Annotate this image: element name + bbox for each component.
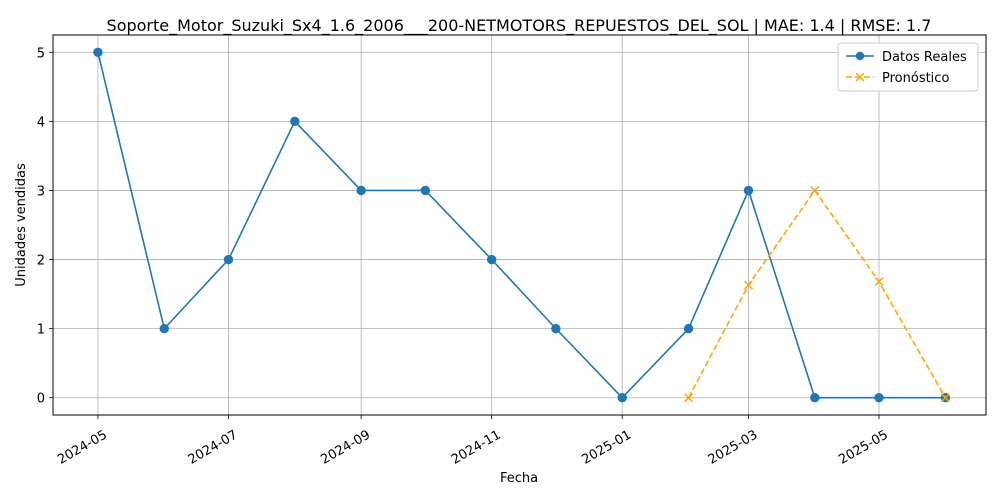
data-point bbox=[290, 116, 300, 127]
data-point bbox=[684, 393, 694, 403]
gridlines bbox=[53, 35, 986, 415]
data-point bbox=[683, 323, 694, 334]
data-point bbox=[743, 280, 754, 290]
x-tick-label: 2025-03 bbox=[706, 428, 761, 468]
y-axis-label: Unidades vendidas bbox=[14, 163, 29, 287]
x-tick-label: 2025-05 bbox=[836, 428, 891, 468]
x-tick-label: 2024-11 bbox=[449, 428, 504, 468]
plot-frame bbox=[52, 34, 987, 416]
legend: Datos Reales Pronóstico bbox=[837, 42, 979, 92]
series-actual bbox=[93, 47, 951, 403]
data-point bbox=[810, 185, 820, 195]
data-point bbox=[551, 323, 561, 334]
marker-stroke bbox=[810, 185, 820, 195]
data-point bbox=[617, 393, 627, 403]
series-line bbox=[97, 52, 946, 399]
data-point bbox=[420, 185, 431, 196]
data-point bbox=[810, 393, 820, 403]
data-point bbox=[223, 254, 234, 265]
marker-stroke bbox=[684, 393, 694, 403]
data-point bbox=[486, 254, 497, 265]
x-axis: 2024-05 2024-07 2024-09 2024-11 2025-01 2025-… bbox=[55, 415, 891, 468]
y-tick-label: 5 bbox=[37, 46, 45, 61]
y-tick-label: 2 bbox=[37, 254, 45, 269]
marker-stroke bbox=[940, 393, 950, 403]
y-axis: 0 1 2 3 4 5 bbox=[37, 46, 53, 407]
x-tick-label: 2024-05 bbox=[55, 428, 110, 468]
data-point bbox=[93, 47, 103, 57]
legend-box bbox=[837, 42, 979, 92]
plot-area bbox=[53, 35, 986, 415]
marker-stroke bbox=[874, 277, 884, 287]
chart-title: Soporte_Motor_Suzuki_Sx4_1.6_2006___200-… bbox=[107, 16, 932, 36]
x-tick-label: 2025-01 bbox=[580, 428, 635, 468]
y-tick-label: 3 bbox=[37, 184, 45, 199]
data-point bbox=[743, 185, 754, 196]
legend-marker bbox=[855, 51, 865, 61]
x-tick-label: 2024-09 bbox=[318, 428, 373, 468]
y-tick-label: 4 bbox=[37, 115, 45, 130]
data-point bbox=[940, 393, 950, 403]
data-point bbox=[356, 185, 366, 196]
legend-label: Datos Reales bbox=[882, 50, 967, 65]
y-tick-label: 0 bbox=[37, 392, 45, 407]
legend-marker bbox=[855, 72, 865, 82]
series-forecast bbox=[684, 185, 950, 403]
y-tick-label: 1 bbox=[37, 323, 45, 338]
series-layer bbox=[93, 47, 951, 403]
marker-stroke bbox=[855, 72, 865, 82]
data-point bbox=[874, 393, 884, 403]
marker-stroke bbox=[743, 280, 754, 290]
x-tick-label: 2024-07 bbox=[186, 428, 241, 468]
x-axis-label: Fecha bbox=[500, 471, 538, 486]
data-point bbox=[874, 277, 884, 287]
data-point bbox=[159, 323, 169, 334]
legend-label: Pronóstico bbox=[882, 71, 949, 86]
